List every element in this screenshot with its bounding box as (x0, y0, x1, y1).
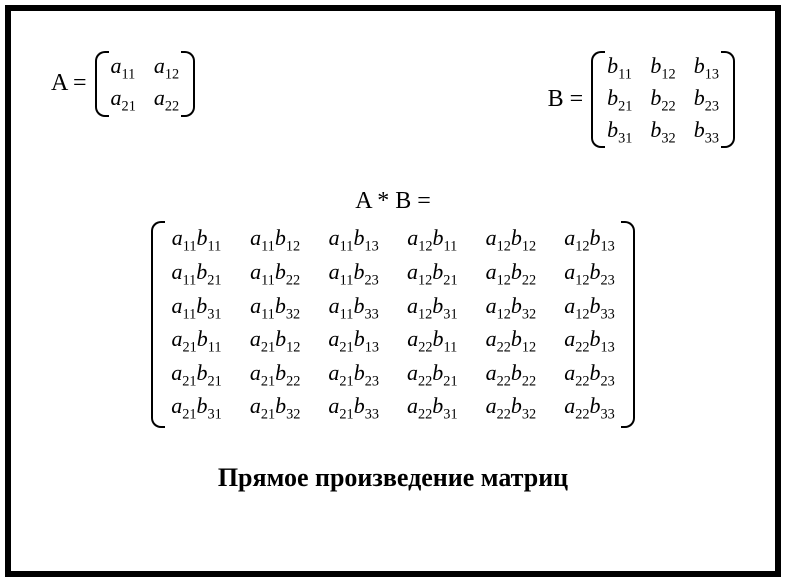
matrix-cell: b33 (694, 117, 719, 147)
matrix-cell: a11b13 (328, 225, 379, 256)
label-a-eq: A = (51, 70, 87, 97)
matrix-cell: a21b32 (250, 393, 301, 424)
label-ab-eq: A * B = (51, 188, 735, 215)
matrix-cell: a12b12 (486, 225, 537, 256)
matrix-cell: a12b31 (407, 293, 458, 324)
matrix-cell: b32 (650, 117, 675, 147)
matrix-cell: a21b31 (171, 393, 222, 424)
matrix-cell: a21b12 (250, 326, 301, 357)
matrix-cell: b13 (694, 53, 719, 83)
paren-right (723, 51, 735, 148)
matrix-cell: a22b13 (564, 326, 615, 357)
matrix-ab: a11b11 a11b12 a11b13 a12b11 a12b12 a12b13 a11b… (151, 221, 635, 427)
matrix-cell: b12 (650, 53, 675, 83)
paren-left (151, 221, 163, 427)
matrix-ab-grid: a11b11 a11b12 a11b13 a12b11 a12b12 a12b13 a11b… (163, 221, 623, 427)
matrix-cell: a12b13 (564, 225, 615, 256)
matrix-cell: a22b21 (407, 360, 458, 391)
matrix-cell: a12b33 (564, 293, 615, 324)
matrix-cell: a22b22 (486, 360, 537, 391)
matrix-cell: a11b11 (171, 225, 222, 256)
paren-right (183, 51, 195, 117)
matrix-cell: a11b22 (250, 259, 301, 290)
matrix-cell: a11b32 (250, 293, 301, 324)
matrix-a-grid: a11 a12 a21 a22 (107, 51, 184, 117)
matrix-cell: a22b32 (486, 393, 537, 424)
paren-right (623, 221, 635, 427)
frame: A = a11a12a21a22 B = b11b12b13b21b22b23b… (5, 5, 781, 577)
matrix-cell: a22 (154, 85, 179, 115)
matrix-cell: b31 (607, 117, 632, 147)
matrix-cell: a22b12 (486, 326, 537, 357)
matrix-cell: a12b11 (407, 225, 458, 256)
result-block: A * B = a11b11a11b12a11b13a12b11a12b12a1… (51, 188, 735, 432)
matrix-cell: a12b22 (486, 259, 537, 290)
top-row: A = a11a12a21a22 B = b11b12b13b21b22b23b… (51, 51, 735, 148)
matrix-cell: a12b23 (564, 259, 615, 290)
caption: Прямое произведение матриц (51, 463, 735, 493)
matrix-b-equation: B = b11 b12 b13 b21 b22 b23 b31 b32 b33 (548, 51, 735, 148)
matrix-a: a11 a12 a21 a22 (95, 51, 196, 117)
matrix-cell: a21b22 (250, 360, 301, 391)
matrix-cell: a11b21 (171, 259, 222, 290)
matrix-cell: a21b21 (171, 360, 222, 391)
matrix-cell: a22b23 (564, 360, 615, 391)
matrix-cell: a21b11 (171, 326, 222, 357)
matrix-cell: a11b31 (171, 293, 222, 324)
paren-left (591, 51, 603, 148)
matrix-b: b11 b12 b13 b21 b22 b23 b31 b32 b33 (591, 51, 735, 148)
matrix-cell: b22 (650, 85, 675, 115)
matrix-cell: a11b33 (328, 293, 379, 324)
matrix-cell: b21 (607, 85, 632, 115)
label-b-eq: B = (548, 86, 584, 113)
matrix-cell: a11b23 (328, 259, 379, 290)
matrix-cell: a12b32 (486, 293, 537, 324)
matrix-b-grid: b11 b12 b13 b21 b22 b23 b31 b32 b33 (603, 51, 723, 148)
matrix-cell: a12 (154, 53, 179, 83)
matrix-cell: a21 (111, 85, 136, 115)
matrix-cell: a21b33 (328, 393, 379, 424)
matrix-cell: b23 (694, 85, 719, 115)
matrix-cell: a22b11 (407, 326, 458, 357)
matrix-cell: a22b33 (564, 393, 615, 424)
matrix-cell: a22b31 (407, 393, 458, 424)
matrix-cell: b11 (607, 53, 632, 83)
matrix-cell: a21b23 (328, 360, 379, 391)
matrix-cell: a21b13 (328, 326, 379, 357)
matrix-cell: a12b21 (407, 259, 458, 290)
matrix-a-equation: A = a11 a12 a21 a22 (51, 51, 195, 117)
matrix-cell: a11 (111, 53, 136, 83)
paren-left (95, 51, 107, 117)
matrix-cell: a11b12 (250, 225, 301, 256)
